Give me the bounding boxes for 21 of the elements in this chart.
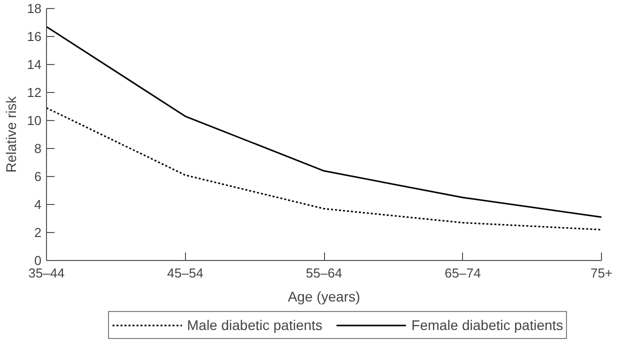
line-series bbox=[46, 26, 602, 218]
y-tick-label: 4 bbox=[34, 197, 42, 212]
y-axis-title: Relative risk bbox=[3, 95, 20, 173]
y-tick-label: 14 bbox=[27, 57, 42, 72]
line-series bbox=[46, 107, 602, 230]
x-tick-label: 55–64 bbox=[306, 266, 342, 280]
y-tick-label: 6 bbox=[34, 169, 42, 184]
y-tick-label: 8 bbox=[34, 141, 42, 156]
x-axis-title: Age (years) bbox=[288, 288, 360, 304]
x-tick-label: 35–44 bbox=[28, 266, 65, 280]
y-tick-label: 12 bbox=[27, 85, 42, 100]
legend-label: Female diabetic patients bbox=[411, 317, 564, 333]
x-tick-label: 65–74 bbox=[444, 266, 481, 280]
y-tick-label: 2 bbox=[34, 225, 42, 240]
x-tick-label: 75+ bbox=[590, 266, 613, 280]
legend-label: Male diabetic patients bbox=[187, 317, 322, 333]
y-tick-label: 16 bbox=[27, 29, 42, 44]
x-tick-label: 45–54 bbox=[167, 266, 204, 280]
y-tick-label: 0 bbox=[34, 253, 42, 268]
y-tick-label: 18 bbox=[27, 1, 42, 16]
y-tick-label: 10 bbox=[27, 113, 42, 128]
